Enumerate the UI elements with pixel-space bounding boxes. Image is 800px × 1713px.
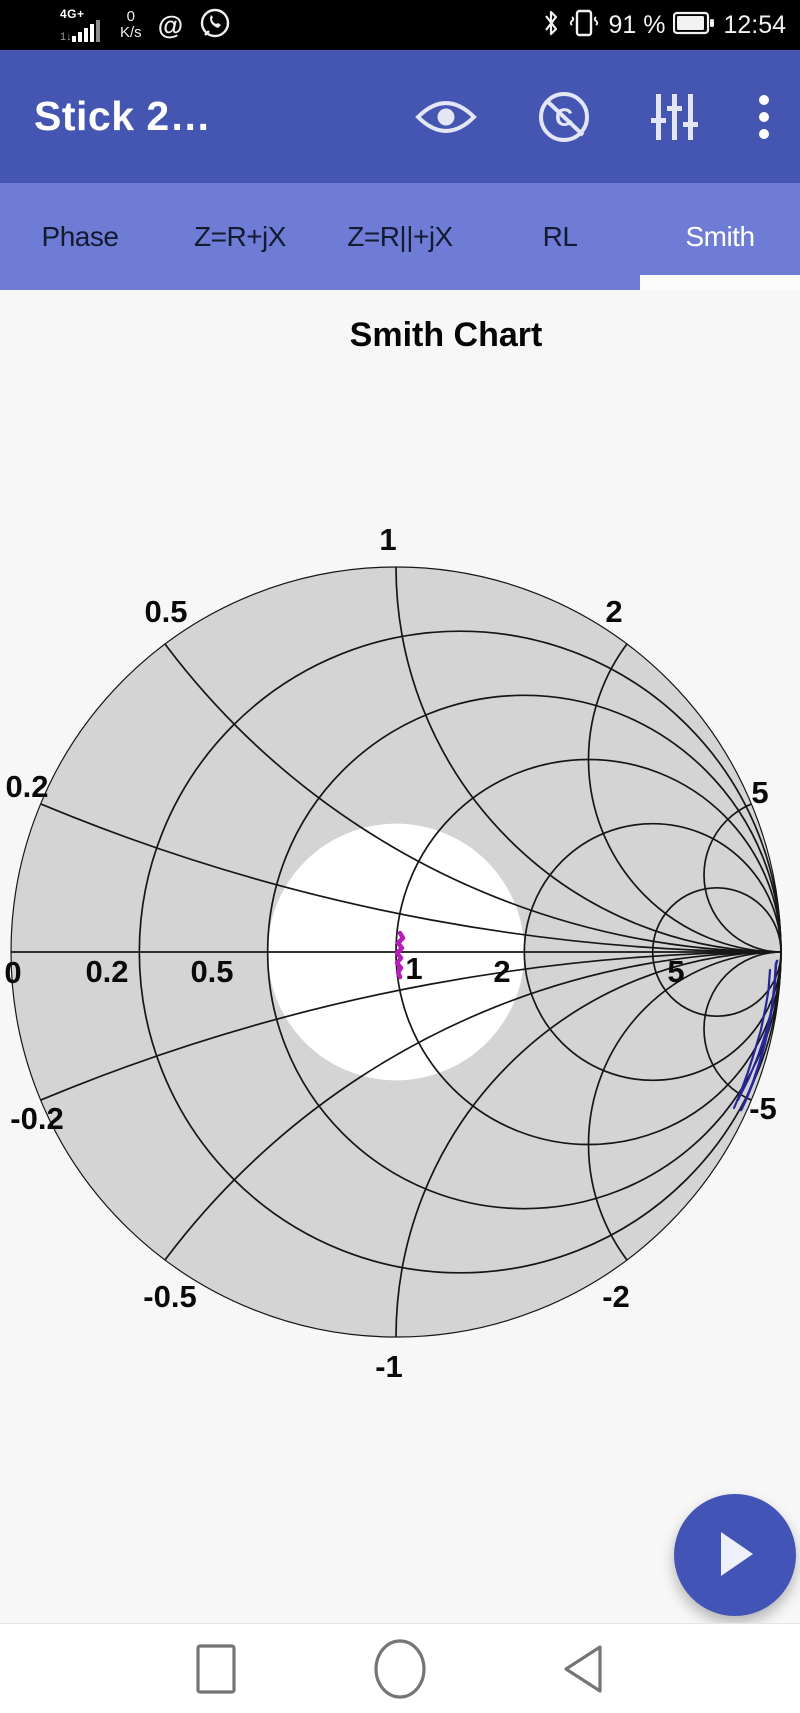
- calibration-off-icon[interactable]: C: [536, 89, 592, 145]
- sweep-trace-inner: [737, 1007, 773, 1101]
- grid-label: -2: [602, 1279, 630, 1314]
- tab-phase[interactable]: Phase: [41, 220, 119, 252]
- signal-bars-icon: 4G+ 1↓: [60, 8, 104, 42]
- battery-icon: [673, 11, 715, 40]
- grid-label: 0.5: [144, 594, 187, 629]
- home-circle-icon[interactable]: [372, 1638, 428, 1699]
- vibrate-icon: [568, 9, 600, 42]
- app-bar: Stick 2… C: [0, 50, 800, 183]
- sweep-trace-outer: [739, 959, 779, 1112]
- grid-label: 0.2: [5, 769, 48, 804]
- grid-label: 0.2: [85, 954, 128, 989]
- tab-z-series[interactable]: Z=R+jX: [194, 220, 286, 252]
- network-speed: 0 K/s: [120, 9, 142, 41]
- at-sign-icon: @: [157, 9, 184, 40]
- recents-square-icon[interactable]: [188, 1640, 244, 1698]
- grid-label: 2: [493, 954, 510, 989]
- speed-value: 0: [126, 8, 136, 26]
- speed-unit: K/s: [120, 24, 142, 41]
- page-title: Smith Chart: [349, 316, 543, 354]
- app-title: Stick 2…: [34, 93, 212, 139]
- grid-label: -1: [375, 1349, 403, 1384]
- clock: 12:54: [723, 10, 786, 39]
- svg-text:1↓: 1↓: [60, 31, 72, 42]
- play-icon: [709, 1526, 761, 1585]
- grid-label: 1: [379, 522, 396, 557]
- grid-label: 1: [405, 951, 422, 986]
- grid-label: -5: [749, 1091, 777, 1126]
- back-triangle-icon[interactable]: [556, 1640, 612, 1698]
- bluetooth-icon: [542, 9, 560, 42]
- whatsapp-icon: [199, 7, 231, 44]
- overflow-menu-icon[interactable]: [758, 94, 770, 140]
- grid-label: 0: [4, 955, 21, 990]
- sweep-trace-mid: [732, 968, 772, 1110]
- grid-label: 0.5: [190, 954, 233, 989]
- smith-chart: 1 0.5 2 0.2 5 0 -0.2 -5 -0.5 -2 -1 0.2 0.5 1 2 5: [4, 522, 782, 1384]
- grid-label: -0.2: [10, 1101, 63, 1136]
- chart-page: Smith Chart 1 0.5 2 0.2 5 0 -0.2 -5 -0.5 -2 -1 0.2 0…: [0, 290, 800, 1623]
- status-bar: 4G+ 1↓ 0 K/s @: [0, 0, 800, 50]
- tab-bar: Phase Z=R+jX Z=R||+jX RL Smith: [0, 183, 800, 290]
- grid-label: -0.5: [143, 1279, 196, 1314]
- marker-trace: [394, 930, 406, 980]
- tab-z-parallel[interactable]: Z=R||+jX: [347, 220, 453, 252]
- grid-label: 2: [605, 594, 622, 629]
- network-type-label: 4G+: [60, 7, 85, 21]
- eye-icon[interactable]: [414, 95, 478, 139]
- sliders-icon[interactable]: [650, 91, 700, 143]
- start-sweep-fab[interactable]: [674, 1494, 796, 1616]
- grid-label: 5: [751, 775, 768, 810]
- navigation-bar: [0, 1623, 800, 1713]
- tab-smith[interactable]: Smith: [685, 220, 755, 252]
- grid-label: 5: [667, 954, 684, 989]
- tab-rl[interactable]: RL: [542, 220, 578, 252]
- tab-indicator: [640, 275, 800, 290]
- battery-percent-label: 91 %: [608, 10, 666, 39]
